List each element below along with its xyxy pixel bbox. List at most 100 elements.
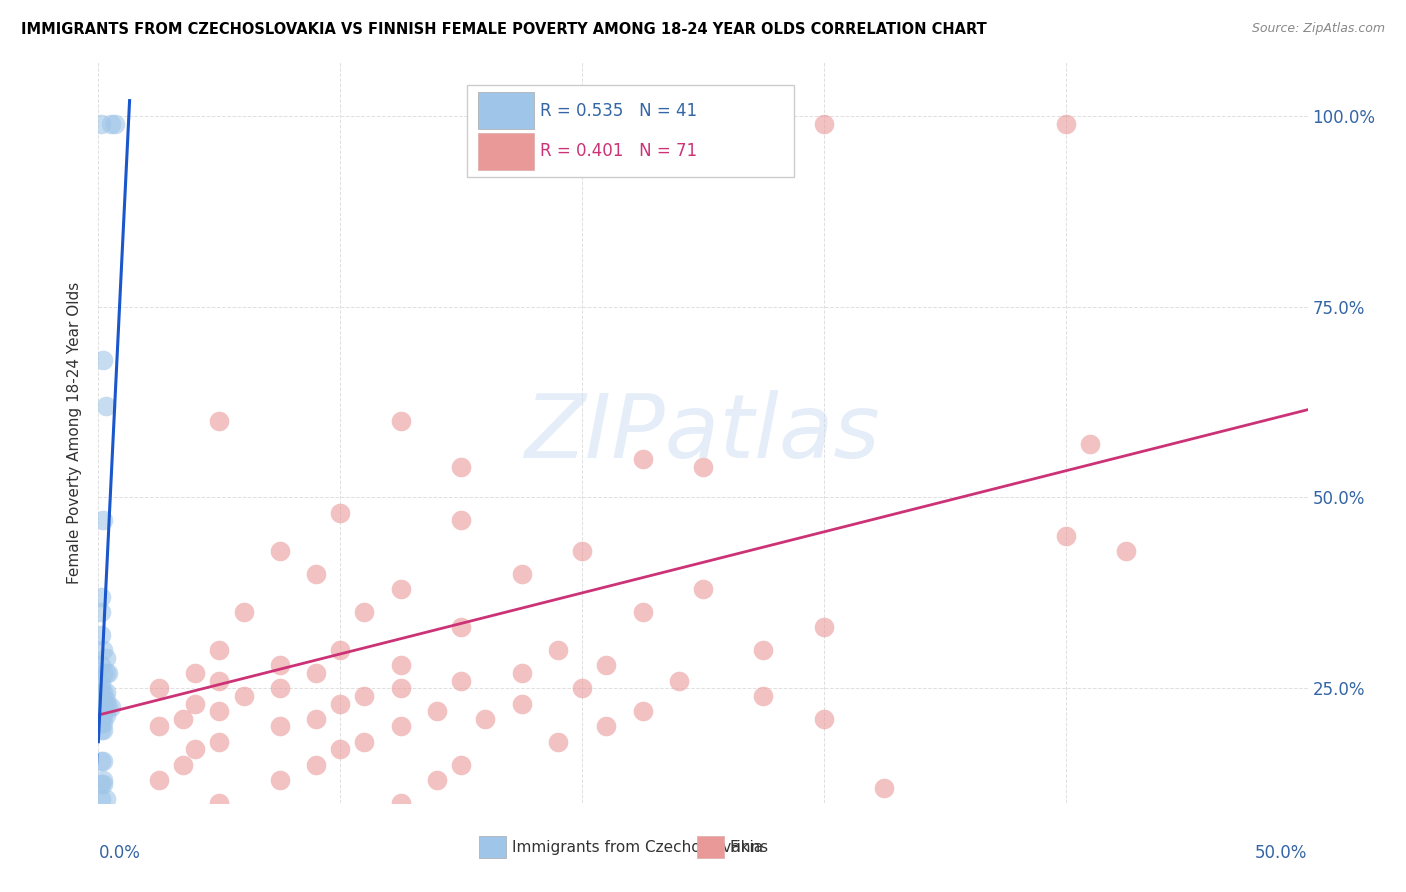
Point [208,704,231,718]
Point [450,620,472,634]
Point [389,582,412,596]
Point [305,566,328,581]
Point [172,757,194,772]
Point [90,590,112,604]
Text: Source: ZipAtlas.com: Source: ZipAtlas.com [1251,22,1385,36]
Point [571,544,593,558]
Point [873,780,896,795]
Point [94,685,117,699]
Point [184,666,207,681]
FancyBboxPatch shape [697,836,724,858]
Point [813,116,835,130]
Point [752,116,775,130]
Point [692,582,714,596]
Point [353,689,375,703]
Point [91,353,114,368]
Point [232,689,254,703]
Point [1115,544,1137,558]
Point [353,605,375,619]
Point [90,677,112,691]
Text: Finns: Finns [730,839,769,855]
Point [389,414,412,428]
Point [90,628,112,642]
Point [148,772,170,787]
Point [305,666,328,681]
Point [90,116,112,130]
Point [91,666,114,681]
Point [692,460,714,475]
Point [474,712,496,726]
Text: R = 0.535   N = 41: R = 0.535 N = 41 [540,102,697,120]
Point [813,620,835,634]
Point [91,700,114,714]
Point [232,605,254,619]
Point [329,697,352,711]
Point [148,681,170,696]
FancyBboxPatch shape [478,92,534,129]
Point [90,708,112,723]
Point [269,658,291,673]
Point [100,116,122,130]
Point [208,414,231,428]
Point [510,566,533,581]
Point [631,605,654,619]
Point [208,796,231,810]
Point [752,689,775,703]
Point [329,643,352,657]
Point [450,460,472,475]
Y-axis label: Female Poverty Among 18-24 Year Olds: Female Poverty Among 18-24 Year Olds [67,282,83,583]
Point [813,712,835,726]
Point [91,685,114,699]
Point [94,666,117,681]
FancyBboxPatch shape [478,133,534,169]
Point [571,681,593,696]
Text: 50.0%: 50.0% [1256,844,1308,862]
Point [389,658,412,673]
Point [94,792,117,806]
Point [631,704,654,718]
Point [91,708,114,723]
Point [595,658,617,673]
Point [269,772,291,787]
Point [510,697,533,711]
Point [184,742,207,756]
Point [329,742,352,756]
Point [595,719,617,733]
Point [94,700,117,714]
Point [90,792,112,806]
Point [148,719,170,733]
Text: 0.0%: 0.0% [98,844,141,862]
Text: IMMIGRANTS FROM CZECHOSLOVAKIA VS FINNISH FEMALE POVERTY AMONG 18-24 YEAR OLDS C: IMMIGRANTS FROM CZECHOSLOVAKIA VS FINNIS… [21,22,987,37]
Point [426,704,449,718]
Point [91,772,114,787]
Point [1078,437,1101,451]
Point [1054,116,1077,130]
Point [269,681,291,696]
Point [97,666,120,681]
Point [208,735,231,749]
Point [305,757,328,772]
Point [90,605,112,619]
Text: Immigrants from Czechoslovakia: Immigrants from Czechoslovakia [512,839,763,855]
Point [90,685,112,699]
Point [426,772,449,787]
Point [91,643,114,657]
FancyBboxPatch shape [467,85,793,178]
Point [90,723,112,738]
FancyBboxPatch shape [479,836,506,858]
Point [353,735,375,749]
Point [172,712,194,726]
Point [90,715,112,730]
Point [631,452,654,467]
Point [668,673,690,688]
Point [104,116,127,130]
Text: R = 0.401   N = 71: R = 0.401 N = 71 [540,143,697,161]
Point [97,700,120,714]
Point [100,700,122,714]
Point [269,719,291,733]
Point [450,757,472,772]
Point [389,681,412,696]
Point [450,513,472,527]
Point [547,643,569,657]
Point [91,715,114,730]
